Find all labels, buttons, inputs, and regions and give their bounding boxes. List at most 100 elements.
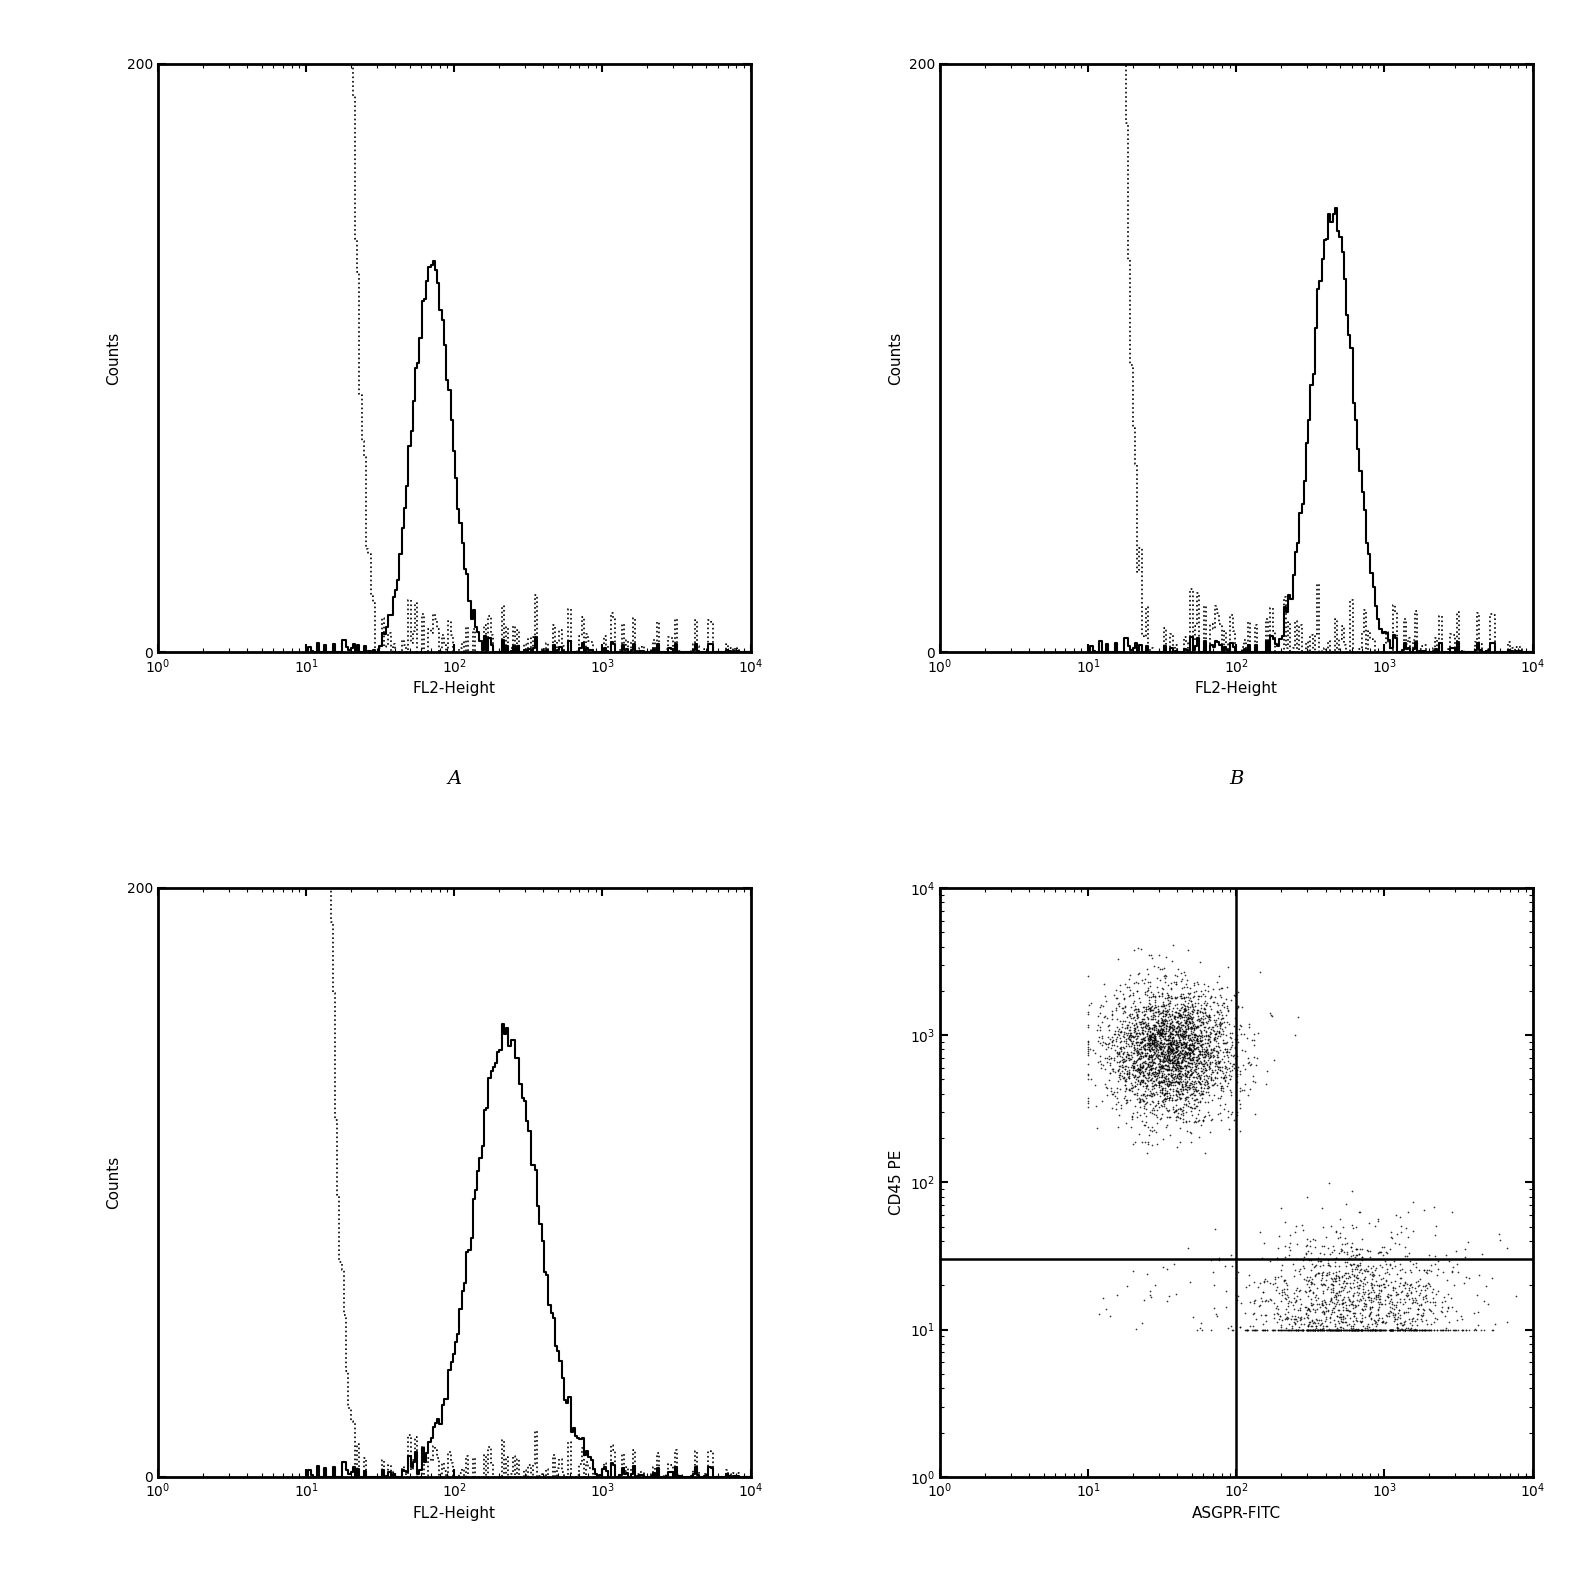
Point xyxy=(1430,1316,1455,1342)
Point xyxy=(1201,1272,1226,1297)
Point xyxy=(1196,1042,1221,1067)
Point xyxy=(1172,1045,1198,1070)
Point xyxy=(1337,1245,1362,1270)
Point xyxy=(1379,1294,1405,1320)
Point xyxy=(1134,1040,1160,1066)
Point xyxy=(1117,1026,1142,1051)
Point xyxy=(1202,1026,1228,1051)
Point xyxy=(1183,1064,1209,1089)
Point xyxy=(1160,1056,1185,1081)
Point xyxy=(1147,999,1172,1024)
Point xyxy=(1147,1048,1172,1073)
Point xyxy=(1356,1283,1381,1309)
Point xyxy=(1093,1004,1119,1029)
Point xyxy=(1122,1051,1147,1077)
Point xyxy=(1180,1015,1206,1040)
Point xyxy=(1390,1272,1416,1297)
Point xyxy=(1345,1266,1370,1291)
Point xyxy=(1296,1316,1321,1342)
Point xyxy=(1128,1056,1153,1081)
Point xyxy=(1270,1316,1296,1342)
Point xyxy=(1471,1316,1496,1342)
Point xyxy=(1199,1013,1224,1039)
Point xyxy=(1212,1096,1237,1121)
Point xyxy=(1224,1069,1250,1094)
Point xyxy=(1164,1048,1190,1073)
Point xyxy=(1157,1069,1182,1094)
Point xyxy=(1090,994,1115,1019)
Point xyxy=(1136,988,1161,1013)
Point xyxy=(1177,1040,1202,1066)
Point xyxy=(1400,1316,1425,1342)
Point xyxy=(1196,1102,1221,1127)
Point xyxy=(1180,1045,1206,1070)
Point xyxy=(1190,1056,1215,1081)
Point xyxy=(1206,1050,1231,1075)
Point xyxy=(1212,991,1237,1016)
Point xyxy=(1365,1297,1390,1323)
Point xyxy=(1160,1027,1185,1053)
Point xyxy=(1171,1037,1196,1062)
Point xyxy=(1389,1213,1414,1239)
Point xyxy=(1161,1016,1187,1042)
Point xyxy=(1198,1316,1223,1342)
Point xyxy=(1436,1296,1462,1321)
Point xyxy=(1188,1081,1213,1107)
Point xyxy=(1163,1056,1188,1081)
Point xyxy=(1419,1299,1444,1324)
Point xyxy=(1177,1062,1202,1088)
Point xyxy=(1283,1316,1308,1342)
Point xyxy=(1152,1004,1177,1029)
Point xyxy=(1149,1070,1174,1096)
Point xyxy=(1176,1040,1201,1066)
Point xyxy=(1147,1070,1172,1096)
Point xyxy=(1253,1072,1278,1097)
Point xyxy=(1179,1032,1204,1058)
Point xyxy=(1188,1081,1213,1107)
Point xyxy=(1138,1032,1163,1058)
Point xyxy=(1218,1081,1243,1107)
Point xyxy=(1345,1316,1370,1342)
Point xyxy=(1228,1315,1253,1340)
Point xyxy=(1150,1054,1176,1080)
Point xyxy=(1255,1059,1280,1085)
Point xyxy=(1133,1032,1158,1058)
Point xyxy=(1142,1024,1168,1050)
Point xyxy=(1329,1235,1354,1261)
Point xyxy=(1141,1089,1166,1115)
Point xyxy=(1158,1123,1183,1148)
Point xyxy=(1169,1031,1194,1056)
Point xyxy=(1146,1010,1171,1035)
Point xyxy=(1157,1104,1182,1129)
Point xyxy=(1449,1316,1474,1342)
Point xyxy=(1221,1107,1247,1132)
Point xyxy=(1236,1262,1261,1288)
Point xyxy=(1171,1045,1196,1070)
Point xyxy=(1144,1104,1169,1129)
Point xyxy=(1310,1291,1335,1316)
Point xyxy=(1182,1018,1207,1043)
Point xyxy=(1161,1043,1187,1069)
Point xyxy=(1179,1045,1204,1070)
Point xyxy=(1190,1024,1215,1050)
Point xyxy=(1368,1240,1394,1266)
Point xyxy=(1190,1051,1215,1077)
Point xyxy=(1117,1002,1142,1027)
Point xyxy=(1387,1286,1413,1312)
Point xyxy=(1329,1310,1354,1336)
Point xyxy=(1131,1053,1157,1078)
Point xyxy=(1356,1239,1381,1264)
Point xyxy=(1392,1316,1417,1342)
Point xyxy=(1370,1309,1395,1334)
Point xyxy=(1150,1053,1176,1078)
Point xyxy=(1191,1018,1217,1043)
Point xyxy=(1177,1040,1202,1066)
Point xyxy=(1120,1078,1146,1104)
Point xyxy=(1147,1048,1172,1073)
Point xyxy=(1232,1039,1258,1064)
Point xyxy=(1330,1315,1356,1340)
Point xyxy=(1176,980,1201,1005)
Point xyxy=(1379,1286,1405,1312)
Point xyxy=(1164,1032,1190,1058)
Point xyxy=(1382,1302,1408,1328)
